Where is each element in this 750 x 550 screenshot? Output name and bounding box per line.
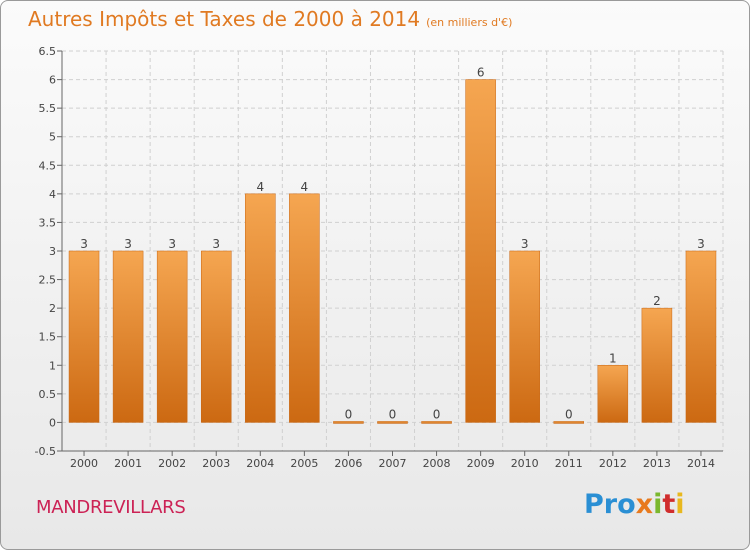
x-tick-label: 2010 — [511, 457, 539, 470]
data-label: 0 — [565, 407, 573, 421]
x-tick-label: 2009 — [467, 457, 495, 470]
x-tick-label: 2005 — [290, 457, 318, 470]
bar[interactable] — [553, 421, 585, 424]
bar[interactable] — [333, 421, 364, 424]
data-label: 4 — [256, 180, 264, 194]
bar[interactable] — [685, 250, 717, 423]
bar[interactable] — [156, 250, 188, 423]
data-label: 3 — [521, 237, 529, 251]
data-label: 0 — [345, 407, 353, 421]
x-tick-label: 2003 — [202, 457, 230, 470]
x-tick-label: 2004 — [246, 457, 274, 470]
y-tick-label: 5.5 — [39, 102, 57, 115]
data-label: 0 — [433, 407, 441, 421]
proxiti-logo[interactable]: Proxiti — [584, 489, 685, 520]
x-tick-labels: 2000 2001 2002 2003 2004 2005 2006 2007 2008 2009… — [70, 457, 715, 470]
bar[interactable] — [509, 250, 540, 423]
x-tick-label: 2014 — [687, 457, 715, 470]
y-tick-label: 1 — [49, 359, 56, 372]
x-tick-label: 2000 — [70, 457, 98, 470]
data-label: 4 — [301, 180, 309, 194]
x-tick-label: 2006 — [334, 457, 362, 470]
y-tick-labels: -0.5 0 0.5 1 1.5 2 2.5 3 3.5 4 4.5 5 5.5 6 6.5 — [35, 45, 56, 458]
data-label: 2 — [653, 294, 661, 308]
bar[interactable] — [377, 421, 408, 424]
bar[interactable] — [597, 365, 629, 423]
y-tick-label: 5 — [49, 131, 56, 144]
data-label: 3 — [124, 237, 132, 251]
data-label: 1 — [609, 351, 617, 365]
x-tick-label: 2007 — [379, 457, 407, 470]
commune-name: MANDREVILLARS — [36, 497, 186, 518]
x-tick-label: 2011 — [555, 457, 583, 470]
data-label: 3 — [212, 237, 220, 251]
x-tick-label: 2001 — [114, 457, 142, 470]
y-tick-label: 2.5 — [39, 274, 57, 287]
data-labels: 3 3 3 3 4 4 0 0 0 6 3 0 1 2 3 — [80, 66, 705, 422]
bar[interactable] — [200, 250, 232, 423]
y-tick-label: 2 — [49, 302, 56, 315]
y-tick-label: -0.5 — [35, 445, 56, 458]
x-tick-label: 2008 — [423, 457, 451, 470]
y-tick-label: 4.5 — [39, 159, 57, 172]
y-tick-label: 1.5 — [39, 331, 57, 344]
bar[interactable] — [465, 79, 496, 423]
data-label: 3 — [168, 237, 176, 251]
y-tick-label: 3 — [49, 245, 56, 258]
bar[interactable] — [641, 307, 673, 423]
data-label: 6 — [477, 66, 485, 80]
y-tick-label: 0.5 — [39, 388, 57, 401]
bar[interactable] — [112, 250, 144, 423]
data-label: 0 — [389, 407, 397, 421]
y-tick-label: 3.5 — [39, 216, 57, 229]
chart-subtitle: (en milliers d'€) — [426, 16, 513, 29]
y-tick-label: 6.5 — [39, 45, 57, 58]
data-label: 3 — [697, 237, 705, 251]
y-tick-label: 0 — [49, 416, 56, 429]
y-tick-label: 4 — [49, 188, 56, 201]
bars — [68, 79, 717, 424]
x-tick-label: 2012 — [599, 457, 627, 470]
x-tick-label: 2013 — [643, 457, 671, 470]
bar[interactable] — [68, 250, 100, 423]
bar[interactable] — [421, 421, 452, 424]
x-tick-label: 2002 — [158, 457, 186, 470]
data-label: 3 — [80, 237, 88, 251]
bar[interactable] — [289, 193, 320, 423]
chart-title: Autres Impôts et Taxes de 2000 à 2014 (en… — [28, 7, 513, 31]
y-tick-label: 6 — [49, 74, 56, 87]
axes — [57, 50, 723, 456]
bar[interactable] — [245, 193, 276, 423]
